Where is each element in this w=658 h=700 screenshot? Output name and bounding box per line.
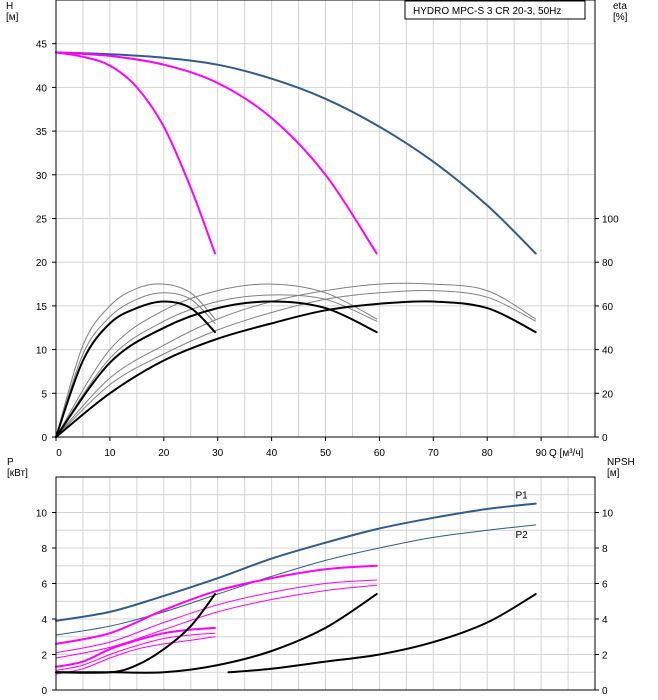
p-tick-label: 2 xyxy=(41,651,47,662)
title-box: HYDRO MPC-S 3 CR 20-3, 50Hz xyxy=(404,0,586,20)
bottom-tick-labels: 0 2 4 6 8 10 0 2 4 6 8 10 xyxy=(36,509,614,698)
p-tick-label: 8 xyxy=(41,544,47,555)
series-p2-1-pump-alt xyxy=(55,636,216,675)
bottom-plot-frame xyxy=(55,476,596,691)
series-eta-system-2-pumps-alt xyxy=(55,294,378,438)
p-axis-label: P [кВт] xyxy=(7,457,28,479)
series-eta-system-1-pump xyxy=(55,283,216,438)
eta-tick-label: 0 xyxy=(602,433,608,444)
series-label-p1: P1 xyxy=(515,491,528,502)
series-p2-2-pumps xyxy=(55,579,378,654)
eta-tick-label: 60 xyxy=(602,302,614,313)
h-tick-label: 45 xyxy=(36,40,48,51)
npsh-axis-label: NPSH [м] xyxy=(607,457,638,479)
top-plot-frame xyxy=(55,0,596,438)
npsh-tick-label: 6 xyxy=(602,580,608,591)
h-tick-label: 30 xyxy=(36,171,48,182)
h-axis-label: H [м] xyxy=(6,1,19,23)
x-tick-label: 80 xyxy=(482,448,494,459)
h-tick-label: 40 xyxy=(36,83,48,94)
eta-axis-label-text-line-2: [%] xyxy=(613,12,628,23)
npsh-tick-label: 2 xyxy=(602,651,608,662)
p-tick-label: 0 xyxy=(41,686,47,697)
series-p1-2-pumps xyxy=(55,564,378,645)
x-tick-label: 60 xyxy=(374,448,386,459)
series-eta-1-pump xyxy=(55,300,216,438)
npsh-axis-label-text-line-2: [м] xyxy=(607,468,620,479)
p-tick-label: 6 xyxy=(41,580,47,591)
eta-tick-label: 40 xyxy=(602,346,614,357)
eta-tick-label: 20 xyxy=(602,389,614,400)
h-tick-label: 20 xyxy=(36,258,48,269)
h-axis-label-text: H xyxy=(6,1,13,12)
npsh-tick-label: 0 xyxy=(602,686,608,697)
series-npsh-3-pumps xyxy=(227,593,537,674)
x-tick-label: 70 xyxy=(428,448,440,459)
npsh-axis-label-text: NPSH xyxy=(607,457,635,468)
p-tick-label: 10 xyxy=(36,509,48,520)
eta-tick-label: 100 xyxy=(602,215,619,226)
series-p2 xyxy=(55,524,537,636)
series-eta-system-2-pumps xyxy=(55,283,378,438)
h-axis-label-text-line-2: [м] xyxy=(6,12,19,23)
npsh-tick-label: 8 xyxy=(602,544,608,555)
npsh-tick-label: 10 xyxy=(602,509,614,520)
series-label-p2: P2 xyxy=(515,530,528,541)
p-axis-label-text: P xyxy=(7,457,14,468)
top-tick-labels: 0 10 20 30 40 50 60 70 80 90 0 5 10 15 20 25 30 35 40 45 0 20… xyxy=(36,40,619,459)
series-p2-1-pump xyxy=(55,632,216,671)
series-eta-2-pumps xyxy=(55,300,378,438)
h-tick-label: 15 xyxy=(36,302,48,313)
x-tick-label: 40 xyxy=(266,448,278,459)
p-tick-label: 4 xyxy=(41,615,47,626)
series-p1 xyxy=(55,502,537,622)
h-tick-label: 0 xyxy=(41,433,47,444)
top-grid xyxy=(56,0,595,437)
x-tick-label: 90 xyxy=(536,448,548,459)
x-tick-label: 10 xyxy=(104,448,116,459)
series-eta-system-1-pump-alt xyxy=(55,292,216,438)
eta-axis-label-text: eta xyxy=(613,1,627,12)
series-eta-3-pumps xyxy=(55,300,537,438)
x-tick-label: 20 xyxy=(158,448,170,459)
x-axis-label: Q [м³/ч] xyxy=(549,448,584,459)
h-tick-label: 10 xyxy=(36,346,48,357)
series-h-1-pump xyxy=(55,51,216,255)
x-tick-label: 0 xyxy=(56,448,62,459)
series-npsh-1-pump xyxy=(55,593,216,674)
p-axis-label-text-line-2: [кВт] xyxy=(7,468,28,479)
h-tick-label: 25 xyxy=(36,215,48,226)
h-tick-label: 35 xyxy=(36,127,48,138)
series-h-3-pumps xyxy=(55,51,537,255)
chart-title: HYDRO MPC-S 3 CR 20-3, 50Hz xyxy=(413,6,561,17)
top-series xyxy=(55,51,537,438)
eta-tick-label: 80 xyxy=(602,258,614,269)
series-eta-system-3-pumps-alt xyxy=(55,289,537,438)
bottom-series: P2 P1 xyxy=(55,491,537,675)
eta-axis-label: eta [%] xyxy=(613,1,630,23)
series-p1-1-pump xyxy=(55,626,216,668)
x-tick-label: 30 xyxy=(212,448,224,459)
h-tick-label: 5 xyxy=(41,389,47,400)
series-h-2-pumps xyxy=(55,51,378,255)
series-eta-system-3-pumps xyxy=(55,282,537,438)
npsh-tick-label: 4 xyxy=(602,615,608,626)
series-p2-2-pumps-alt xyxy=(55,584,378,659)
x-tick-label: 50 xyxy=(320,448,332,459)
